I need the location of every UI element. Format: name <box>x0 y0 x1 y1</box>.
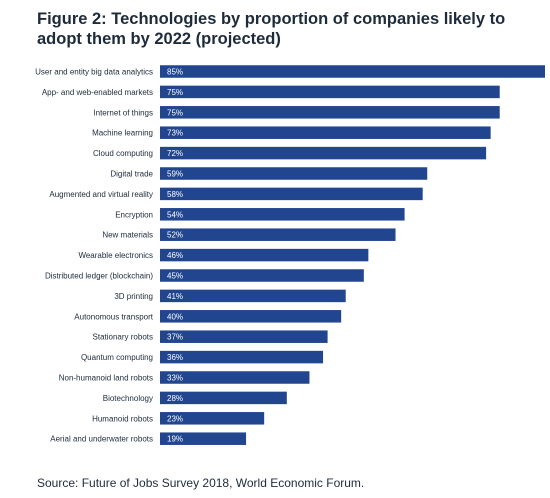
value-label: 37% <box>167 333 183 342</box>
bar <box>160 289 346 303</box>
bar <box>160 65 545 78</box>
bar <box>160 208 405 221</box>
value-label: 28% <box>167 394 183 403</box>
chart-title: Figure 2: Technologies by proportion of … <box>37 10 506 48</box>
value-label: 45% <box>167 272 183 281</box>
category-label: Quantum computing <box>81 353 153 362</box>
category-label: 3D printing <box>114 292 153 301</box>
value-label: 59% <box>167 170 183 179</box>
category-label: Autonomous transport <box>74 312 153 321</box>
category-label: Aerial and underwater robots <box>50 435 153 444</box>
category-label: Distributed ledger (blockchain) <box>45 272 153 281</box>
bars: User and entity big data analytics 85% App… <box>35 65 545 445</box>
bar <box>160 412 265 425</box>
category-label: Augmented and virtual reality <box>49 190 153 199</box>
value-label: 19% <box>167 435 183 444</box>
value-label: 75% <box>167 108 183 117</box>
bar <box>160 106 500 119</box>
bar <box>160 126 491 139</box>
value-label: 72% <box>167 149 183 158</box>
value-label: 40% <box>167 312 183 321</box>
bar <box>160 228 396 241</box>
value-label: 52% <box>167 231 183 240</box>
value-label: 54% <box>167 210 183 219</box>
bar <box>160 248 369 262</box>
bar <box>160 432 247 445</box>
category-label: Machine learning <box>92 129 153 138</box>
value-label: 85% <box>167 68 183 77</box>
bar <box>160 330 328 343</box>
value-label: 75% <box>167 88 183 97</box>
category-label: New materials <box>102 231 153 240</box>
bar <box>160 85 500 99</box>
bar <box>160 310 342 323</box>
category-label: Non-humanoid land robots <box>59 374 153 383</box>
bar <box>160 146 487 160</box>
category-label: User and entity big data analytics <box>35 68 153 77</box>
source-note: Source: Future of Jobs Survey 2018, Worl… <box>37 476 365 490</box>
category-label: Internet of things <box>93 108 153 117</box>
bar <box>160 391 287 405</box>
category-label: Biotechnology <box>103 394 153 403</box>
category-label: Wearable electronics <box>78 251 153 260</box>
value-label: 58% <box>167 190 183 199</box>
value-label: 73% <box>167 129 183 138</box>
value-label: 23% <box>167 414 183 423</box>
value-label: 46% <box>167 251 183 260</box>
bar <box>160 371 310 384</box>
value-label: 36% <box>167 353 183 362</box>
category-label: Digital trade <box>110 170 153 179</box>
category-label: App- and web-enabled markets <box>42 88 153 97</box>
value-label: 33% <box>167 374 183 383</box>
value-label: 41% <box>167 292 183 301</box>
bar <box>160 269 364 282</box>
category-label: Humanoid robots <box>92 414 153 423</box>
category-label: Stationary robots <box>93 333 153 342</box>
bar <box>160 187 423 201</box>
bar <box>160 350 324 364</box>
category-label: Cloud computing <box>93 149 153 158</box>
bar <box>160 167 428 180</box>
category-label: Encryption <box>115 210 153 219</box>
